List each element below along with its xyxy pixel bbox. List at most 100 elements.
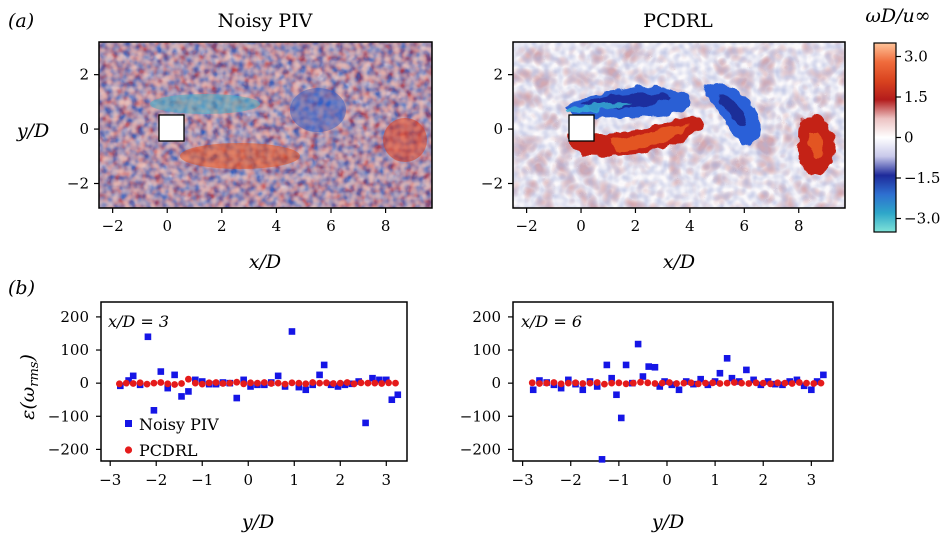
noisy-piv-point	[382, 376, 390, 384]
noisy-piv-point	[579, 386, 587, 394]
noisy-piv-point	[178, 393, 185, 400]
noisy-piv-point	[808, 386, 815, 394]
noisy-piv-point	[603, 361, 611, 369]
noisy-piv-point	[793, 376, 801, 384]
noisy-piv-point	[240, 376, 247, 384]
scatter-x6: x/D = 6 −3 −2 −1 0 1 2 3 200 100 0 −100 −200 y/D	[460, 301, 834, 533]
x-tick-label: 8	[794, 217, 804, 235]
pcdrl-xlabel: x/D	[663, 251, 695, 273]
noisy-piv-point	[557, 384, 565, 392]
pcdrl-point	[730, 379, 738, 386]
y-tick-label: 0	[79, 374, 89, 392]
panel-a-letter: (a)	[8, 10, 34, 32]
pcdrl-point	[323, 379, 330, 387]
pcdrl-point	[601, 380, 608, 388]
pcdrl-point	[774, 379, 782, 387]
pcdrl-point	[247, 379, 254, 387]
pcdrl-point	[164, 380, 172, 388]
scatter-x3-annotation: x/D = 3	[108, 312, 169, 331]
pcdrl-point	[564, 379, 572, 387]
noisy-piv-point	[388, 396, 396, 404]
noisy-piv-point	[334, 383, 342, 390]
pcdrl-point	[274, 379, 282, 387]
noisy-piv-point	[233, 394, 241, 402]
colorbar-tick-label: −3.0	[904, 210, 940, 228]
panel-b-letter: (b)	[8, 277, 35, 299]
x-tick-label: 0	[662, 471, 672, 489]
colorbar-tick-label: 0	[904, 129, 914, 147]
noisy-piv-point	[295, 383, 303, 391]
pcdrl-point	[116, 380, 123, 388]
pcdrl-point	[738, 379, 745, 387]
scatter-x6-frame	[512, 301, 834, 462]
pcdrl-point	[364, 379, 372, 387]
noisy-piv-point	[157, 368, 165, 375]
noisy-piv-point	[247, 383, 254, 390]
pcdrl-point	[536, 380, 543, 387]
pcdrl-point	[288, 379, 296, 387]
pcdrl-field: PCDRL −2 0 2 4 6 8 2 0 −2 x/D	[481, 10, 846, 273]
scatter-x3-axes: −3 −2 −1 0 1 2 3 200 100 0 −100 −200	[48, 308, 391, 489]
y-tick-label: 0	[79, 120, 89, 138]
colorbar-tick-label: 1.5	[904, 88, 928, 106]
noisy-piv-point	[728, 374, 736, 382]
scatter-x3: x/D = 3 −3 −2 −1 0 1 2 3 200 100 0 −100 −200 y/D No…	[48, 301, 408, 533]
noisy-piv-point	[316, 371, 323, 379]
y-tick-label: 0	[491, 374, 501, 392]
pcdrl-point	[759, 379, 767, 387]
noisy-piv-point	[320, 361, 328, 369]
noisy-piv-point	[598, 456, 606, 463]
y-tick-label: 200	[60, 308, 89, 326]
panel-a-ylabel: y/D	[16, 120, 49, 142]
pcdrl-point	[622, 380, 630, 388]
pcdrl-point	[557, 380, 565, 388]
pcdrl-point	[586, 379, 594, 387]
x-tick-label: 3	[807, 471, 817, 489]
colorbar-bar	[873, 42, 897, 233]
pcdrl-point	[615, 379, 623, 387]
x-tick-label: −2	[516, 217, 538, 235]
x-tick-label: 2	[336, 471, 346, 489]
pcdrl-vorticity-map	[513, 42, 845, 208]
pcdrl-point	[295, 379, 303, 387]
pcdrl-cylinder	[568, 114, 595, 142]
pcdrl-point	[572, 379, 579, 387]
y-tick-label: −2	[67, 175, 89, 193]
y-tick-label: 100	[472, 341, 501, 359]
pcdrl-point	[260, 379, 268, 386]
pcdrl-point	[709, 379, 717, 387]
colorbar-ticks: 3.0 1.5 0 −1.5 −3.0	[896, 48, 940, 228]
pcdrl-point	[694, 380, 702, 388]
pcdrl-point	[745, 380, 753, 387]
noisy-piv-point	[164, 384, 172, 392]
noisy-piv-cylinder	[158, 114, 185, 142]
pcdrl-point	[593, 379, 601, 386]
noisy-piv-point	[645, 363, 652, 370]
pcdrl-point	[205, 379, 213, 387]
noisy-piv-title: Noisy PIV	[218, 10, 313, 32]
noisy-piv-point	[150, 407, 158, 414]
pcdrl-point	[680, 379, 688, 387]
y-tick-label: −200	[460, 440, 501, 458]
pcdrl-point	[644, 379, 652, 387]
noisy-piv-point	[651, 363, 659, 371]
legend-noisy-label: Noisy PIV	[139, 415, 219, 434]
x-tick-label: 0	[243, 471, 253, 489]
noisy-piv-point	[613, 391, 620, 399]
noisy-piv-point	[697, 375, 704, 383]
noisy-piv-point	[800, 382, 808, 390]
pcdrl-point	[702, 379, 709, 387]
legend-pcdrl-label: PCDRL	[139, 441, 198, 460]
pcdrl-point	[665, 379, 673, 386]
x-tick-label: −2	[102, 217, 124, 235]
pcdrl-point	[637, 378, 644, 386]
colorbar: ωD/u∞ 3.0 1.5 0 −1.5 −3.0	[865, 5, 940, 233]
pcdrl-point	[357, 379, 365, 387]
y-tick-label: 2	[79, 66, 89, 84]
legend-noisy-marker	[125, 420, 132, 427]
noisy-piv-point	[369, 374, 376, 382]
pcdrl-point	[392, 379, 399, 387]
noisy-piv-vorticity-map	[99, 42, 432, 208]
noisy-piv-point	[820, 371, 827, 379]
